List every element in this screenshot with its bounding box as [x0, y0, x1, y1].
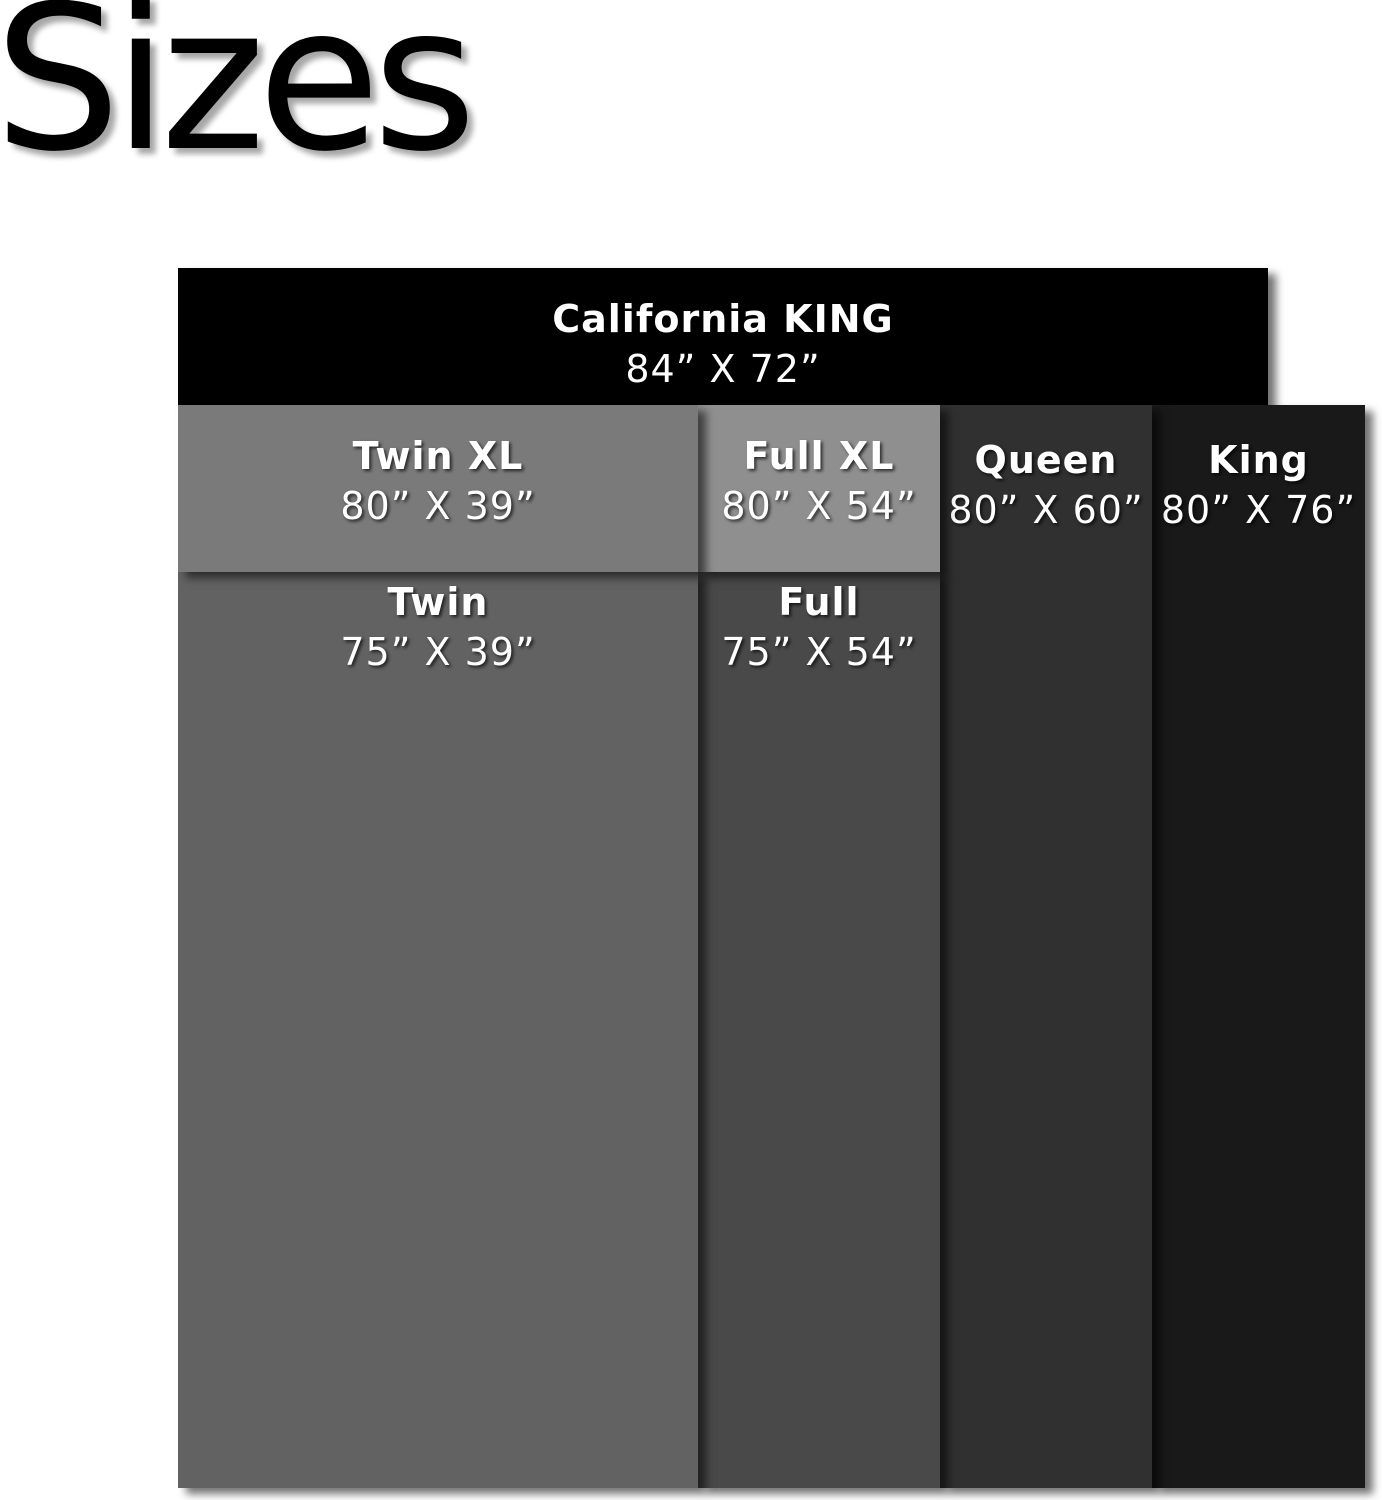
size-california-king: California KING 84” X 72” [178, 268, 1268, 408]
size-dims: 84” X 72” [625, 347, 821, 391]
size-queen: Queen 80” X 60” [940, 405, 1152, 1488]
size-name: Full XL [743, 434, 895, 478]
size-name: Full [778, 580, 860, 624]
size-king: King 80” X 76” [1152, 405, 1365, 1488]
size-dims: 80” X 39” [340, 484, 536, 528]
size-name: California KING [552, 297, 894, 341]
size-full-xl: Full XL 80” X 54” [698, 405, 940, 572]
size-dims: 80” X 60” [948, 488, 1144, 532]
size-name: Queen [974, 438, 1118, 482]
size-name: King [1208, 438, 1309, 482]
size-name: Twin [387, 580, 489, 624]
size-dims: 75” X 39” [340, 630, 536, 674]
size-twin-xl: Twin XL 80” X 39” [178, 405, 698, 572]
size-dims: 80” X 76” [1160, 488, 1357, 532]
size-full: Full 75” X 54” [698, 572, 940, 1488]
size-dims: 80” X 54” [721, 484, 917, 528]
page-title: Sizes [0, 0, 477, 196]
size-twin: Twin 75” X 39” [178, 572, 698, 1488]
size-dims: 75” X 54” [721, 630, 917, 674]
size-name: Twin XL [352, 434, 524, 478]
